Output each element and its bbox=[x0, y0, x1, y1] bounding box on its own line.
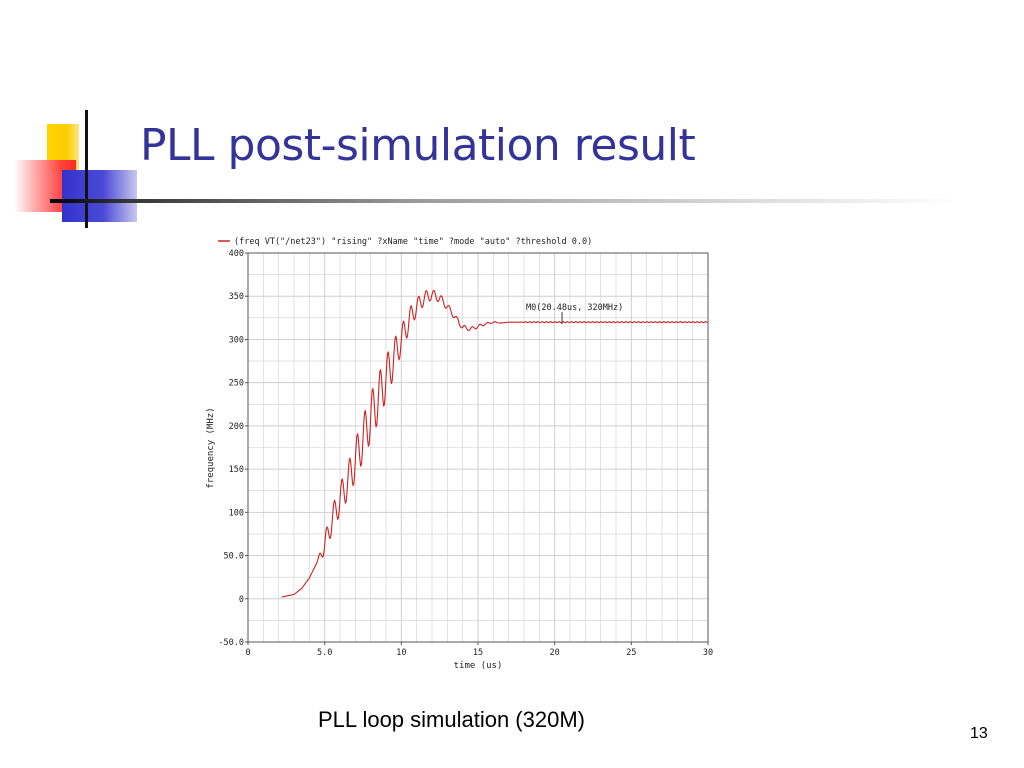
decor-blue-square bbox=[62, 170, 137, 222]
figure-caption: PLL loop simulation (320M) bbox=[318, 707, 585, 732]
x-tick-label: 20 bbox=[550, 648, 560, 658]
y-tick-label: 100 bbox=[229, 508, 244, 518]
y-tick-label: 50.0 bbox=[224, 552, 244, 562]
y-tick-label: 250 bbox=[229, 379, 244, 389]
decor-vertical-line bbox=[85, 110, 88, 228]
page-number: 13 bbox=[970, 725, 988, 742]
x-tick-label: 0 bbox=[245, 648, 250, 658]
x-tick-label: 30 bbox=[703, 648, 713, 658]
y-tick-label: 150 bbox=[229, 465, 244, 475]
title-underline bbox=[50, 199, 960, 203]
y-tick-label: -50.0 bbox=[218, 638, 244, 648]
series-trace bbox=[281, 289, 708, 598]
x-tick-label: 10 bbox=[396, 648, 406, 658]
x-tick-label: 25 bbox=[626, 648, 636, 658]
marker-label: M0(20.48us, 320MHz) bbox=[526, 303, 623, 313]
x-axis-label: time (us) bbox=[454, 661, 503, 671]
x-tick-label: 5.0 bbox=[317, 648, 332, 658]
y-tick-label: 400 bbox=[229, 249, 244, 259]
y-tick-label: 350 bbox=[229, 292, 244, 302]
x-tick-label: 15 bbox=[473, 648, 483, 658]
y-tick-label: 200 bbox=[229, 422, 244, 432]
y-tick-label: 0 bbox=[239, 595, 244, 605]
y-axis-label: frequency (MHz) bbox=[206, 407, 216, 488]
y-tick-label: 300 bbox=[229, 335, 244, 345]
frequency-chart: 0 5.0 10 15 20 25 30-50.0050.01001502002503003… bbox=[206, 237, 713, 671]
slide-title: PLL post-simulation result bbox=[140, 120, 696, 171]
legend-entry: (freq VT("/net23") "rising" ?xName "time… bbox=[234, 237, 592, 247]
